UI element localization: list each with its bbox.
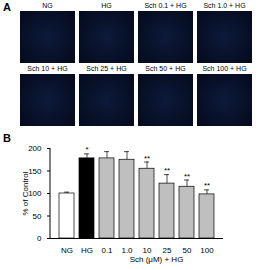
- svg-text:NG: NG: [61, 246, 73, 254]
- html-text:Sch 0.1 + HG: Sch 0.1 + HG: [144, 2, 187, 9]
- html-text:Sch 25 + HG: Sch 25 + HG: [86, 65, 127, 72]
- html-text:Sch (μM) + HG: Sch (μM) + HG: [129, 255, 184, 264]
- svg-text:**: **: [164, 166, 170, 175]
- html-text:NG: NG: [42, 2, 53, 9]
- svg-text:% of Control: % of Control: [21, 171, 30, 215]
- svg-text:HG: HG: [81, 246, 93, 254]
- svg-text:0.1: 0.1: [101, 246, 113, 254]
- html-text:B: B: [3, 132, 11, 144]
- svg-text:200: 200: [28, 144, 42, 153]
- svg-text:10: 10: [143, 246, 152, 254]
- svg-text:50: 50: [33, 212, 42, 221]
- html-text:A: A: [3, 1, 11, 13]
- svg-text:150: 150: [28, 167, 42, 176]
- svg-text:50: 50: [183, 246, 192, 254]
- html-text:HG: HG: [101, 2, 112, 9]
- html-text:Sch 1.0 + HG: Sch 1.0 + HG: [203, 2, 246, 9]
- html-text:Sch 100 + HG: Sch 100 + HG: [202, 65, 247, 72]
- svg-text:0: 0: [37, 234, 42, 243]
- svg-text:100: 100: [28, 189, 42, 198]
- svg-text:1.0: 1.0: [121, 246, 133, 254]
- svg-text:**: **: [144, 154, 150, 163]
- html-text:Sch 10 + HG: Sch 10 + HG: [27, 65, 68, 72]
- svg-text:*: *: [85, 145, 88, 154]
- svg-text:**: **: [204, 181, 210, 190]
- svg-text:**: **: [184, 172, 190, 181]
- svg-text:100: 100: [200, 246, 214, 254]
- svg-text:25: 25: [163, 246, 172, 254]
- html-text:Sch 50 + HG: Sch 50 + HG: [145, 65, 186, 72]
